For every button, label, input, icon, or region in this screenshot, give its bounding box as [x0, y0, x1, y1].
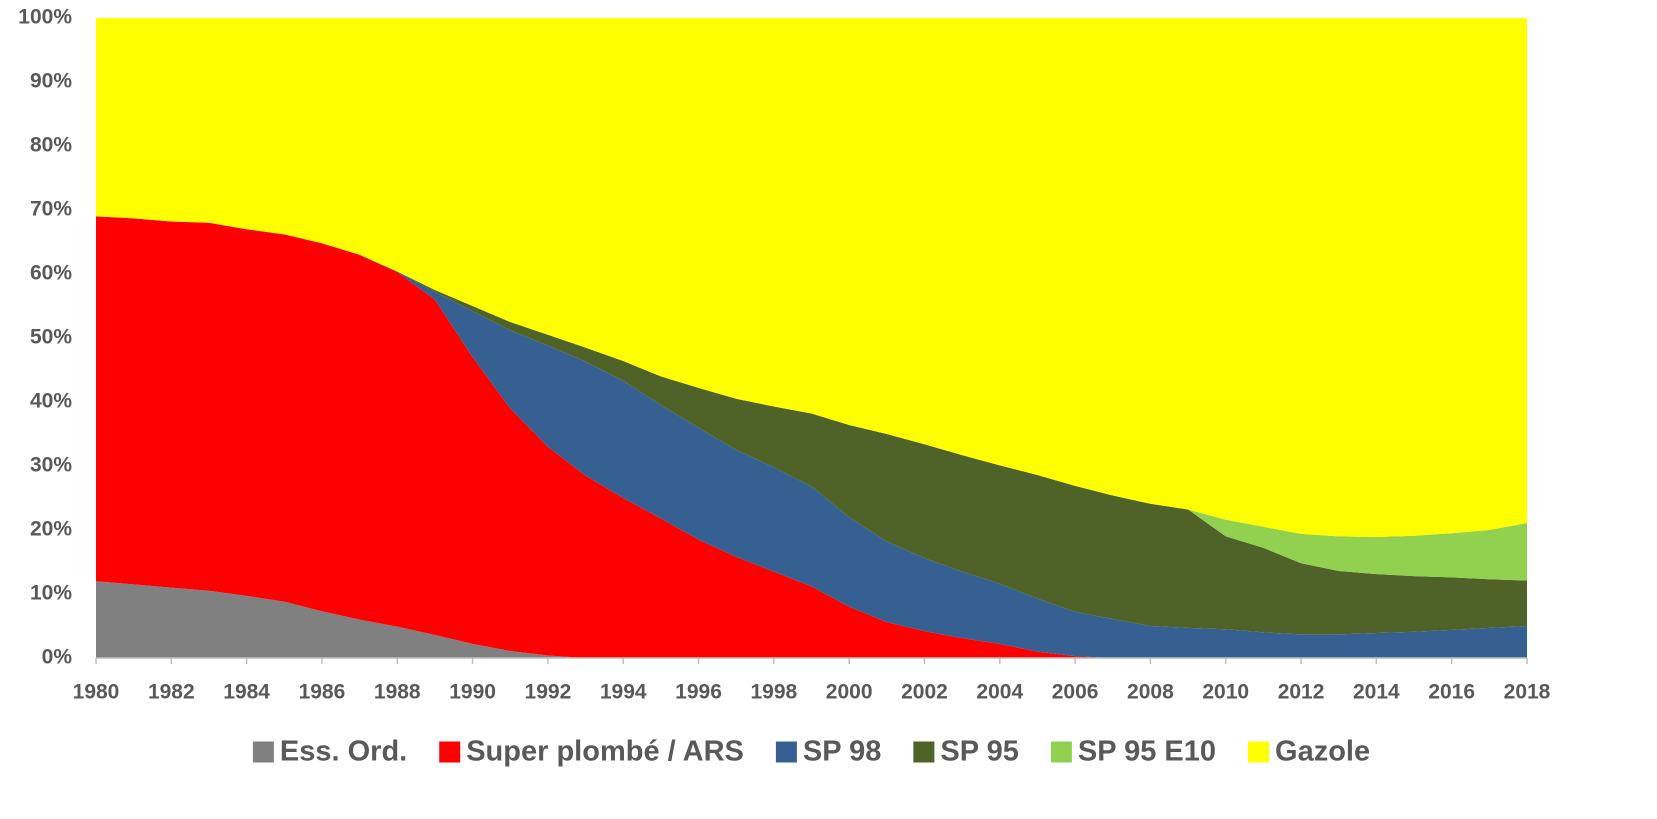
area [96, 216, 1527, 658]
area [96, 581, 1527, 658]
legend-label: Gazole [1275, 736, 1370, 768]
x-tick-label: 1980 [73, 681, 120, 704]
legend-swatch [439, 741, 461, 763]
legend-label: Super plombé / ARS [466, 736, 744, 768]
y-tick-label: 50% [30, 326, 72, 349]
x-tick-label: 2008 [1127, 681, 1174, 704]
y-tick-label: 40% [30, 390, 72, 413]
legend-swatch [1050, 741, 1072, 763]
x-tick-label: 2014 [1353, 681, 1400, 704]
x-tick-label: 1986 [299, 681, 346, 704]
legend: Ess. Ord. Super plombé / ARS SP 98 SP 95 SP … [252, 736, 1370, 768]
legend-swatch [252, 741, 274, 763]
y-tick-label: 90% [30, 70, 72, 93]
y-tick-label: 20% [30, 518, 72, 541]
x-tick-label: 1996 [675, 681, 722, 704]
x-tick-label: 1988 [374, 681, 421, 704]
legend-label: SP 95 E10 [1078, 736, 1216, 768]
y-tick-label: 100% [18, 6, 72, 29]
x-tick-label: 2018 [1504, 681, 1551, 704]
y-tick-label: 70% [30, 198, 72, 221]
x-tick-label: 2010 [1202, 681, 1249, 704]
x-tick-label: 2012 [1278, 681, 1325, 704]
y-tick-label: 60% [30, 262, 72, 285]
area [96, 216, 1527, 658]
legend-swatch [1248, 741, 1270, 763]
legend-swatch [775, 741, 797, 763]
area [96, 216, 1527, 635]
x-tick-label: 2000 [826, 681, 873, 704]
area [96, 18, 1527, 538]
x-tick-label: 1990 [449, 681, 496, 704]
y-tick-label: 10% [30, 582, 72, 605]
x-tick-label: 1982 [148, 681, 195, 704]
x-tick-label: 2004 [976, 681, 1023, 704]
x-tick-label: 2016 [1428, 681, 1475, 704]
y-tick-label: 0% [42, 646, 73, 669]
x-tick-label: 1994 [600, 681, 647, 704]
x-tick-label: 1998 [750, 681, 797, 704]
area [96, 216, 1527, 581]
legend-label: SP 95 [940, 736, 1018, 768]
x-tick-label: 1984 [223, 681, 270, 704]
x-tick-label: 1992 [525, 681, 572, 704]
x-tick-label: 2006 [1052, 681, 1099, 704]
y-tick-label: 80% [30, 134, 72, 157]
legend-swatch [913, 741, 935, 763]
legend-label: SP 98 [803, 736, 881, 768]
legend-label: Ess. Ord. [280, 736, 407, 768]
x-tick-label: 2002 [901, 681, 948, 704]
y-tick-label: 30% [30, 454, 72, 477]
